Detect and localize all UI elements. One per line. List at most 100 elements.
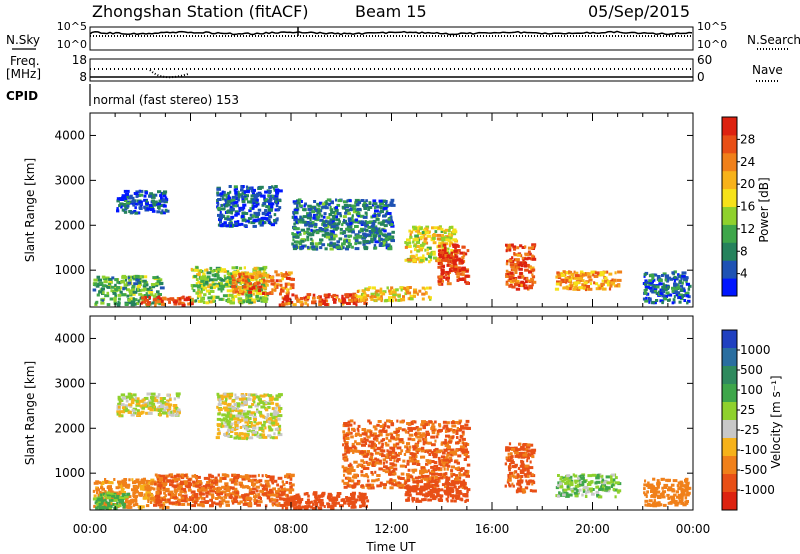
heatmap-cell	[151, 480, 157, 484]
heatmap-cell	[137, 299, 140, 303]
heatmap-cell	[156, 201, 162, 205]
heatmap-cell	[336, 492, 342, 495]
heatmap-cell	[378, 297, 383, 301]
heatmap-cell	[255, 202, 260, 206]
heatmap-cell	[324, 303, 329, 306]
heatmap-cell	[357, 463, 363, 467]
heatmap-cell	[381, 233, 387, 237]
heatmap-cell	[508, 468, 511, 472]
heatmap-cell	[402, 295, 405, 299]
heatmap-cell	[116, 207, 119, 211]
heatmap-cell	[417, 475, 422, 479]
heatmap-cell	[512, 268, 516, 272]
heatmap-cell	[252, 201, 256, 205]
heatmap-cell	[131, 292, 136, 296]
heatmap-cell	[286, 288, 289, 292]
heatmap-cell	[426, 480, 429, 484]
heatmap-cell	[383, 486, 387, 490]
heatmap-cell	[140, 189, 144, 193]
heatmap-cell	[578, 478, 581, 482]
heatmap-cell	[152, 487, 156, 491]
heatmap-cell	[325, 235, 331, 239]
heatmap-cell	[374, 470, 377, 474]
heatmap-cell	[379, 467, 383, 471]
heatmap-cell	[432, 468, 438, 472]
heatmap-cell	[152, 294, 155, 298]
heatmap-cell	[216, 191, 219, 195]
heatmap-cell	[356, 432, 360, 436]
heatmap-cell	[286, 288, 290, 292]
heatmap-cell	[401, 428, 406, 432]
heatmap-cell	[288, 481, 293, 485]
heatmap-cell	[180, 494, 186, 498]
heatmap-cell	[256, 499, 259, 503]
heatmap-cell	[404, 465, 407, 469]
heatmap-cell	[664, 295, 668, 298]
heatmap-cell	[173, 474, 178, 478]
heatmap-cell	[123, 283, 129, 287]
heatmap-cell	[582, 489, 586, 493]
heatmap-cell	[406, 459, 410, 463]
heatmap-cell	[235, 266, 239, 270]
heatmap-cell	[145, 481, 148, 485]
heatmap-cell	[681, 281, 684, 285]
heatmap-cell	[172, 495, 178, 499]
heatmap-cell	[350, 466, 354, 470]
heatmap-cell	[581, 279, 585, 283]
heatmap-cell	[166, 479, 171, 483]
heatmap-cell	[430, 491, 434, 495]
heatmap-cell	[126, 189, 130, 193]
heatmap-cell	[235, 491, 240, 495]
heatmap-cell	[382, 292, 386, 296]
heatmap-cell	[218, 297, 223, 301]
heatmap-cell	[449, 269, 453, 273]
heatmap-cell	[329, 494, 333, 498]
heatmap-cell	[328, 497, 333, 501]
heatmap-cell	[329, 243, 334, 247]
heatmap-cell	[237, 501, 241, 505]
heatmap-cell	[399, 286, 405, 290]
heatmap-cell	[449, 264, 454, 268]
colorbar-segment	[722, 170, 737, 190]
heatmap-cell	[251, 482, 257, 486]
heatmap-cell	[347, 464, 353, 468]
heatmap-cell	[353, 473, 358, 477]
heatmap-cell	[191, 474, 196, 478]
heatmap-cell	[246, 474, 250, 478]
heatmap-cell	[521, 452, 525, 455]
heatmap-cell	[446, 499, 449, 503]
heatmap-cell	[396, 446, 402, 450]
heatmap-cell	[408, 433, 414, 437]
heatmap-cell	[658, 282, 662, 286]
heatmap-cell	[387, 235, 392, 239]
heatmap-cell	[511, 447, 516, 451]
heatmap-cell	[446, 458, 450, 462]
heatmap-cell	[351, 207, 357, 211]
heatmap-cell	[421, 433, 426, 437]
heatmap-cell	[667, 278, 670, 282]
heatmap-cell	[273, 479, 278, 483]
heatmap-cell	[174, 484, 179, 488]
heatmap-cell	[512, 484, 515, 488]
heatmap-cell	[594, 271, 600, 275]
heatmap-cell	[434, 483, 438, 487]
heatmap-cell	[180, 476, 185, 480]
heatmap-cell	[567, 287, 572, 291]
heatmap-cell	[373, 286, 376, 290]
heatmap-cell	[332, 245, 336, 249]
heatmap-cell	[409, 294, 414, 298]
heatmap-cell	[394, 298, 397, 302]
heatmap-cell	[147, 493, 150, 497]
heatmap-cell	[440, 268, 444, 272]
heatmap-cell	[441, 451, 446, 455]
heatmap-cell	[155, 491, 160, 495]
heatmap-cell	[150, 293, 154, 297]
heatmap-cell	[380, 445, 384, 449]
heatmap-cell	[451, 483, 456, 487]
heatmap-cell	[134, 488, 139, 492]
heatmap-cell	[353, 446, 357, 450]
heatmap-cell	[120, 205, 123, 209]
heatmap-cell	[248, 287, 253, 291]
heatmap-cell	[364, 224, 369, 228]
heatmap-cell	[365, 460, 368, 464]
